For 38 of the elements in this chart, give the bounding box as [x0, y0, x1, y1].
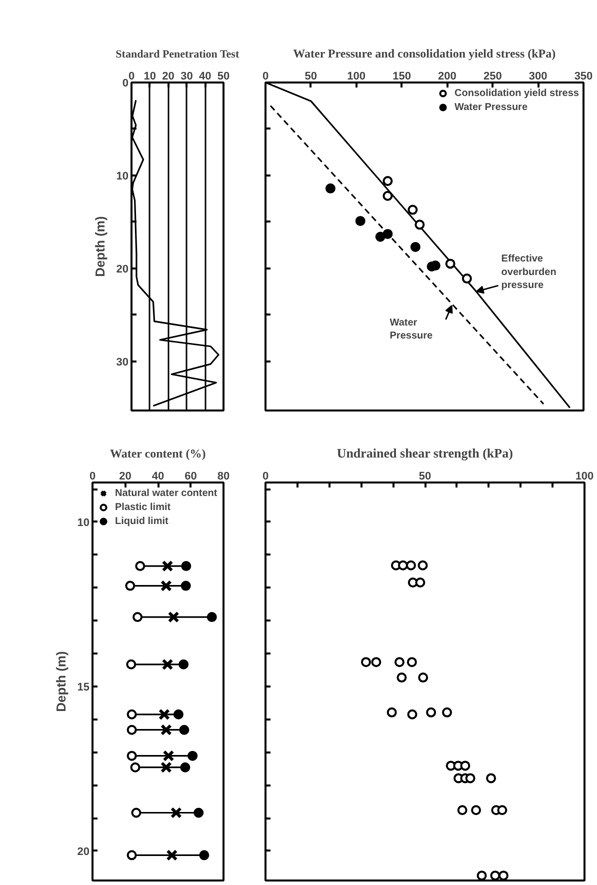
x-tick-label: 60 — [184, 470, 197, 482]
x-tick-label: 250 — [483, 70, 502, 82]
x-axis-title: Standard Penetration Test — [116, 48, 240, 60]
y-axis-title: Depth (m) — [92, 216, 108, 277]
y-tick-label: 20 — [116, 263, 129, 276]
legend-label: Consolidation yield stress — [454, 86, 579, 100]
y-tick-label: 20 — [77, 846, 90, 858]
x-tick-label: 80 — [217, 470, 230, 482]
x-tick-label: 50 — [418, 470, 432, 482]
x-tick-label: 200 — [438, 70, 456, 82]
y-tick-label: 10 — [116, 170, 129, 182]
y-tick-label: 15 — [77, 681, 90, 694]
x-tick-label: 100 — [347, 70, 366, 82]
x-tick-label: 10 — [144, 70, 156, 82]
x-tick-label: 0 — [262, 470, 269, 482]
x-tick-label: 40 — [198, 70, 212, 82]
y-tick-label: 10 — [77, 516, 90, 529]
x-tick-label: 50 — [217, 70, 230, 82]
x-tick-label: 40 — [152, 470, 164, 482]
x-tick-label: 300 — [528, 70, 548, 82]
annotation: Water Pressure — [390, 318, 434, 342]
legend-label: Water Pressure — [454, 100, 528, 114]
x-tick-label: 30 — [180, 70, 193, 82]
x-axis-title: Water content (%) — [110, 446, 206, 460]
legend-label: Plastic limit — [115, 500, 171, 514]
y-axis-title: Depth (m) — [53, 651, 68, 712]
x-axis-title: Undrained shear strength (kPa) — [336, 446, 513, 460]
x-axis-title: Water Pressure and consolidation yield stress (kPa) — [293, 46, 556, 60]
legend-label: Liquid limit — [115, 514, 168, 528]
annotation: Effective overburden pressure — [501, 254, 556, 291]
y-tick-label: 30 — [116, 356, 129, 368]
x-tick-label: 150 — [392, 70, 411, 82]
x-tick-label: 20 — [162, 70, 174, 82]
x-tick-label: 100 — [575, 470, 594, 482]
legend-label: Natural water content — [115, 486, 218, 500]
x-tick-label: 350 — [574, 70, 593, 82]
x-tick-label: 0 — [262, 70, 269, 82]
x-tick-label: 50 — [304, 70, 318, 82]
